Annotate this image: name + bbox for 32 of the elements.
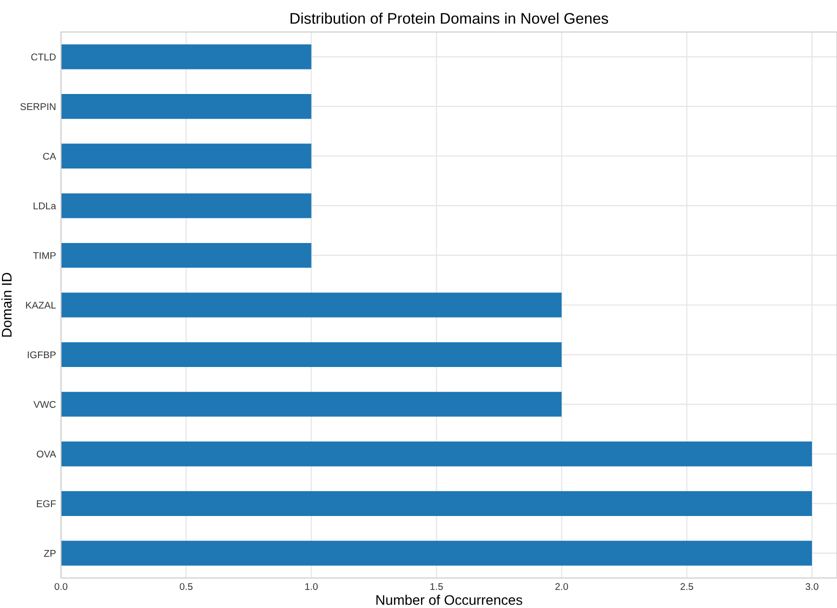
x-axis-title: Number of Occurrences xyxy=(376,594,522,605)
x-tick-label: 2.0 xyxy=(555,583,568,590)
y-tick-label: KAZAL xyxy=(26,302,56,309)
y-tick-label: OVA xyxy=(36,450,56,458)
y-tick-label: LDLa xyxy=(34,202,56,210)
y-tick-label: EGF xyxy=(36,500,56,508)
bar xyxy=(61,144,312,168)
x-tick-label: 1.5 xyxy=(430,583,443,590)
bar xyxy=(61,540,812,566)
y-tick-label: CTLD xyxy=(31,54,56,60)
bar xyxy=(61,44,312,70)
bar xyxy=(61,342,562,368)
bar xyxy=(61,392,562,417)
y-tick-label: ZP xyxy=(44,550,56,557)
x-tick-label: 0.5 xyxy=(180,583,193,590)
bar xyxy=(61,193,312,218)
y-tick-label: CA xyxy=(43,152,56,160)
y-tick-label: SERPIN xyxy=(20,103,56,110)
x-tick-label: 3.0 xyxy=(806,583,818,590)
y-tick-label: VWC xyxy=(34,401,56,408)
chart-title: Distribution of Protein Domains in Novel Genes xyxy=(290,12,608,24)
bar xyxy=(61,242,312,268)
y-axis-title: Domain ID xyxy=(1,272,12,337)
bar xyxy=(61,491,812,516)
y-tick-label: IGFBP xyxy=(28,351,56,358)
y-tick-label: TIMP xyxy=(33,252,56,259)
x-tick-label: 0.0 xyxy=(54,583,68,590)
bar xyxy=(61,94,312,119)
x-tick-label: 1.0 xyxy=(305,583,318,590)
bar xyxy=(61,442,812,466)
x-tick-label: 2.5 xyxy=(680,583,694,590)
bar xyxy=(61,292,562,318)
